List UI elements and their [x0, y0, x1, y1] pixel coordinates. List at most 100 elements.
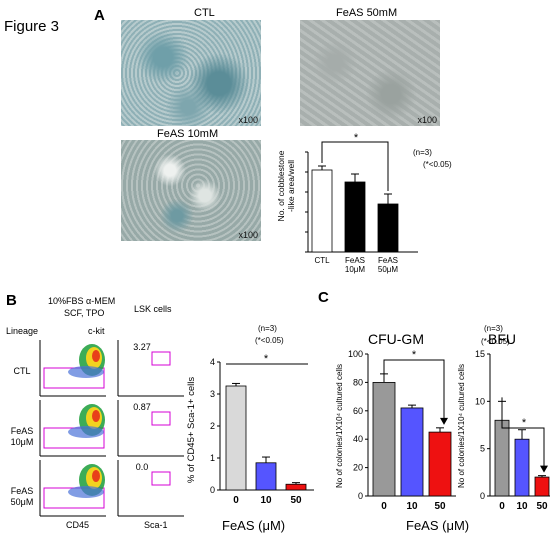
- chart-a-category-label: FeAS 50μM: [378, 256, 399, 274]
- flow-plots: CTL 3.27 FeAS 10μM 0.87 FeAS 50μM 0.0: [11, 340, 184, 517]
- flow-gate-value: 0.87: [133, 402, 151, 412]
- chart-c-cfugm-bar: [428, 431, 452, 497]
- chart-a-bar: [344, 181, 366, 253]
- chart-b-bar: [225, 385, 247, 491]
- magnification-feas50: x100: [417, 115, 437, 125]
- cd45-label: CD45: [66, 520, 90, 530]
- micrograph-feas50: x100: [300, 20, 440, 126]
- panel-c-letter: C: [318, 289, 329, 306]
- flow-right-gate: [151, 471, 171, 486]
- flow-density-tail: [68, 426, 104, 438]
- flow-row-label: CTL: [13, 366, 30, 376]
- chart-b-p: (*<0.05): [255, 336, 284, 345]
- chart-c-p: (*<0.05): [481, 337, 510, 346]
- chart-c-cfugm-sig-bracket: [383, 359, 445, 422]
- chart-b-tick-label: 3: [210, 389, 215, 399]
- chart-c-cfugm-tick-label: 40: [353, 434, 363, 444]
- culture-line-1: 10%FBS α-MEM: [48, 296, 116, 306]
- figure-label: Figure 3: [4, 18, 60, 35]
- flow-right-gate: [151, 351, 171, 366]
- chart-c-bfu-ylabel: No of colonies/1X10⁴ cultured cells: [457, 364, 466, 488]
- chart-c-cfugm-bar: [372, 382, 396, 497]
- chart-b-bar: [255, 462, 277, 491]
- chart-b-tick-label: 4: [210, 357, 215, 367]
- panel-a-letter: A: [94, 7, 105, 24]
- flow-row-label: FeAS 10μM: [11, 426, 34, 447]
- chart-c-bfu-category-label: 50: [536, 501, 548, 512]
- image-title-ctl: CTL: [194, 7, 215, 19]
- flow-gate-value: 3.27: [133, 342, 151, 352]
- flow-density-core: [92, 350, 100, 362]
- chart-b-tick-label: 1: [210, 453, 215, 463]
- chart-b-category-label: 0: [233, 495, 239, 506]
- chart-c-cfugm-star: *: [412, 349, 417, 361]
- chart-a: CTL FeAS 10μM FeAS 50μM No. of cobblestone-li…: [276, 132, 418, 274]
- magnification-ctl: x100: [238, 115, 258, 125]
- chart-b: 0 1 2 3 4 0 10 50 % of CD45+ Sca-1+ cells *: [186, 353, 314, 506]
- chart-a-bar: [311, 169, 333, 253]
- lineage-label: Lineage: [6, 326, 39, 336]
- chart-b-category-label: 10: [260, 495, 272, 506]
- chart-a-n: (n=3): [413, 148, 432, 157]
- micrograph-feas10: x100: [121, 140, 261, 241]
- ckit-label: c-kit: [88, 326, 105, 336]
- chart-a-category-label: FeAS 10μM: [345, 256, 366, 274]
- chart-c-bfu-category-label: 10: [516, 501, 528, 512]
- chart-a-sig-star: *: [354, 132, 359, 144]
- magnification-feas10: x100: [238, 230, 258, 240]
- image-title-feas50: FeAS 50mM: [336, 7, 398, 19]
- chart-c-xlabel: FeAS (μM): [406, 518, 470, 533]
- chart-c-bfu-tick-label: 10: [475, 396, 485, 406]
- chart-b-sig-star: *: [264, 353, 269, 365]
- chart-c-cfugm-title: CFU-GM: [368, 331, 424, 347]
- chart-c-bfu-star: *: [522, 417, 527, 429]
- flow-gate-value: 0.0: [136, 462, 149, 472]
- chart-b-tick-label: 2: [210, 421, 215, 431]
- lsk-label: LSK cells: [134, 304, 172, 314]
- chart-c-bfu-bar: [514, 438, 530, 497]
- chart-c-cfugm-tick-label: 100: [348, 349, 363, 359]
- chart-b-category-label: 50: [290, 495, 302, 506]
- chart-b-n: (n=3): [258, 324, 277, 333]
- flow-density-core: [92, 410, 100, 422]
- chart-b-xlabel: FeAS (μM): [222, 518, 286, 533]
- chart-a-p: (*<0.05): [423, 160, 452, 169]
- chart-c-cfugm-ylabel: No of colonies/1X10⁴ cultured cells: [335, 364, 344, 488]
- chart-c-cfugm-tick-label: 80: [353, 377, 363, 387]
- micrograph-ctl: x100: [121, 20, 261, 126]
- chart-a-category-label: CTL: [314, 256, 330, 265]
- chart-c-n: (n=3): [484, 324, 503, 333]
- flow-row-label: FeAS 50μM: [11, 486, 34, 507]
- image-title-feas10: FeAS 10mM: [157, 128, 219, 140]
- chart-c-bfu-arrowhead: [540, 465, 548, 473]
- chart-b-tick-label: 0: [210, 485, 215, 495]
- chart-a-sig-bracket: [321, 141, 389, 191]
- flow-density-tail: [68, 366, 104, 378]
- chart-c-bfu-tick-label: 15: [475, 349, 485, 359]
- chart-c-bfu-bar: [534, 476, 550, 497]
- sca1-label: Sca-1: [144, 520, 168, 530]
- culture-line-2: SCF, TPO: [64, 308, 105, 318]
- chart-b-ylabel: % of CD45+ Sca-1+ cells: [186, 377, 197, 483]
- chart-b-bar: [285, 483, 307, 491]
- flow-right-gate: [151, 411, 171, 426]
- flow-density-tail: [68, 486, 104, 498]
- chart-c-cfugm-category-label: 10: [406, 501, 418, 512]
- flow-density-core: [92, 470, 100, 482]
- chart-a-bar: [377, 203, 399, 253]
- chart-c-cfugm-category-label: 0: [381, 501, 387, 512]
- chart-c-cfugm-category-label: 50: [434, 501, 446, 512]
- chart-c-cfugm-tick-label: 0: [358, 491, 363, 501]
- chart-c-bfu-tick-label: 0: [480, 491, 485, 501]
- panel-b-letter: B: [6, 292, 17, 309]
- chart-c-bfu-bar: [494, 419, 510, 497]
- chart-a-ylabel: No. of cobblestone-like area/well: [276, 150, 296, 221]
- chart-c-cfugm-tick-label: 60: [353, 406, 363, 416]
- chart-c-bfu-category-label: 0: [499, 501, 505, 512]
- chart-c-bfu-tick-label: 5: [480, 444, 485, 454]
- chart-c-cfugm-arrowhead: [440, 417, 448, 425]
- chart-c-bfu-title: BFU: [488, 331, 516, 347]
- chart-c-bfu-sig-bracket: [501, 397, 545, 470]
- chart-c-cfugm-tick-label: 20: [353, 463, 363, 473]
